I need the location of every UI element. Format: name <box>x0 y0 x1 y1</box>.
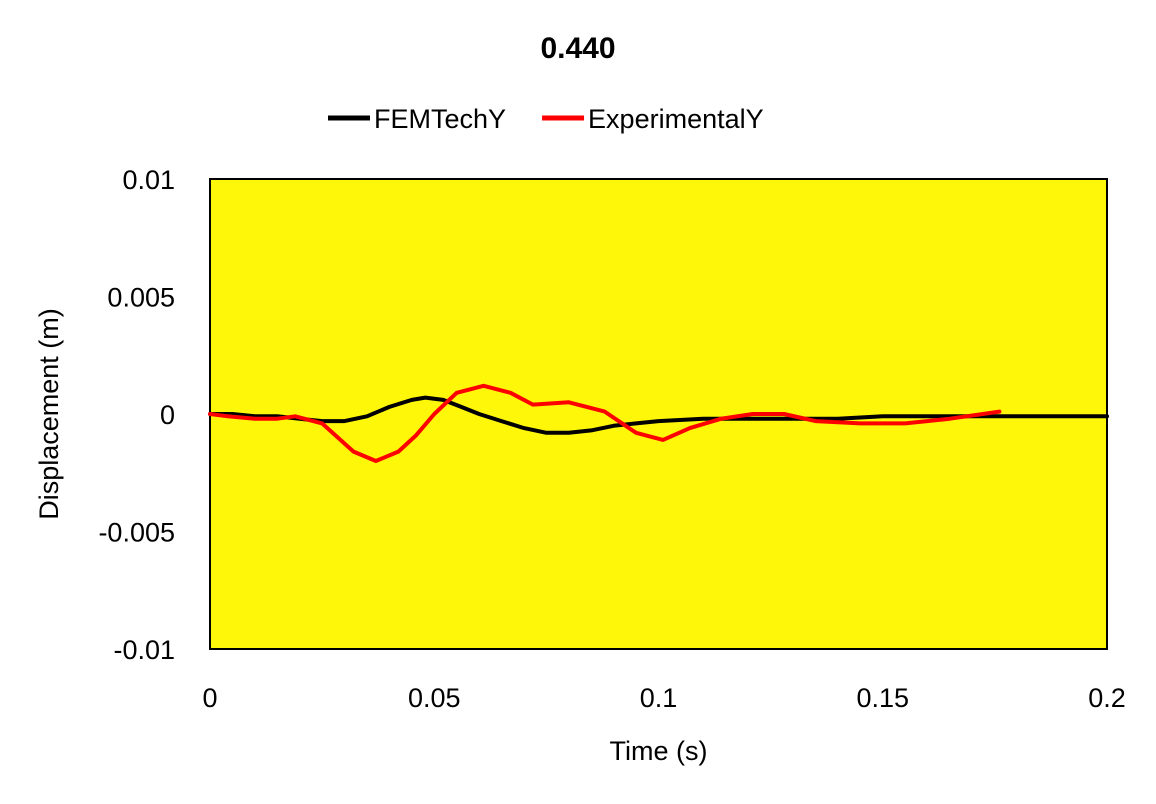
legend: FEMTechY ExperimentalY <box>328 104 764 134</box>
x-tick-label: 0 <box>202 683 217 713</box>
y-tick-label: -0.005 <box>98 518 175 548</box>
legend-label: FEMTechY <box>374 104 506 134</box>
x-tick-label: 0.05 <box>408 683 461 713</box>
x-tick-label: 0.15 <box>856 683 909 713</box>
x-tick-labels: 0 0.05 0.1 0.15 0.2 <box>202 683 1125 713</box>
y-tick-labels: 0.01 0.005 0 -0.005 -0.01 <box>98 165 175 665</box>
series-line-2 <box>208 383 1002 463</box>
series-layer <box>208 383 1109 463</box>
legend-entry-1: FEMTechY <box>328 104 506 134</box>
x-tick-label: 0.2 <box>1088 683 1126 713</box>
chart-title: 0.440 <box>540 32 615 65</box>
y-tick-label: 0.005 <box>107 283 175 313</box>
x-axis-label: Time (s) <box>610 736 708 766</box>
y-tick-label: 0.01 <box>122 165 175 195</box>
y-tick-label: -0.01 <box>113 635 175 665</box>
y-axis-label: Displacement (m) <box>34 308 64 520</box>
series-line-1 <box>208 395 1109 435</box>
legend-label: ExperimentalY <box>588 104 764 134</box>
y-tick-label: 0 <box>160 400 175 430</box>
x-tick-label: 0.1 <box>640 683 678 713</box>
legend-entry-2: ExperimentalY <box>542 104 764 134</box>
